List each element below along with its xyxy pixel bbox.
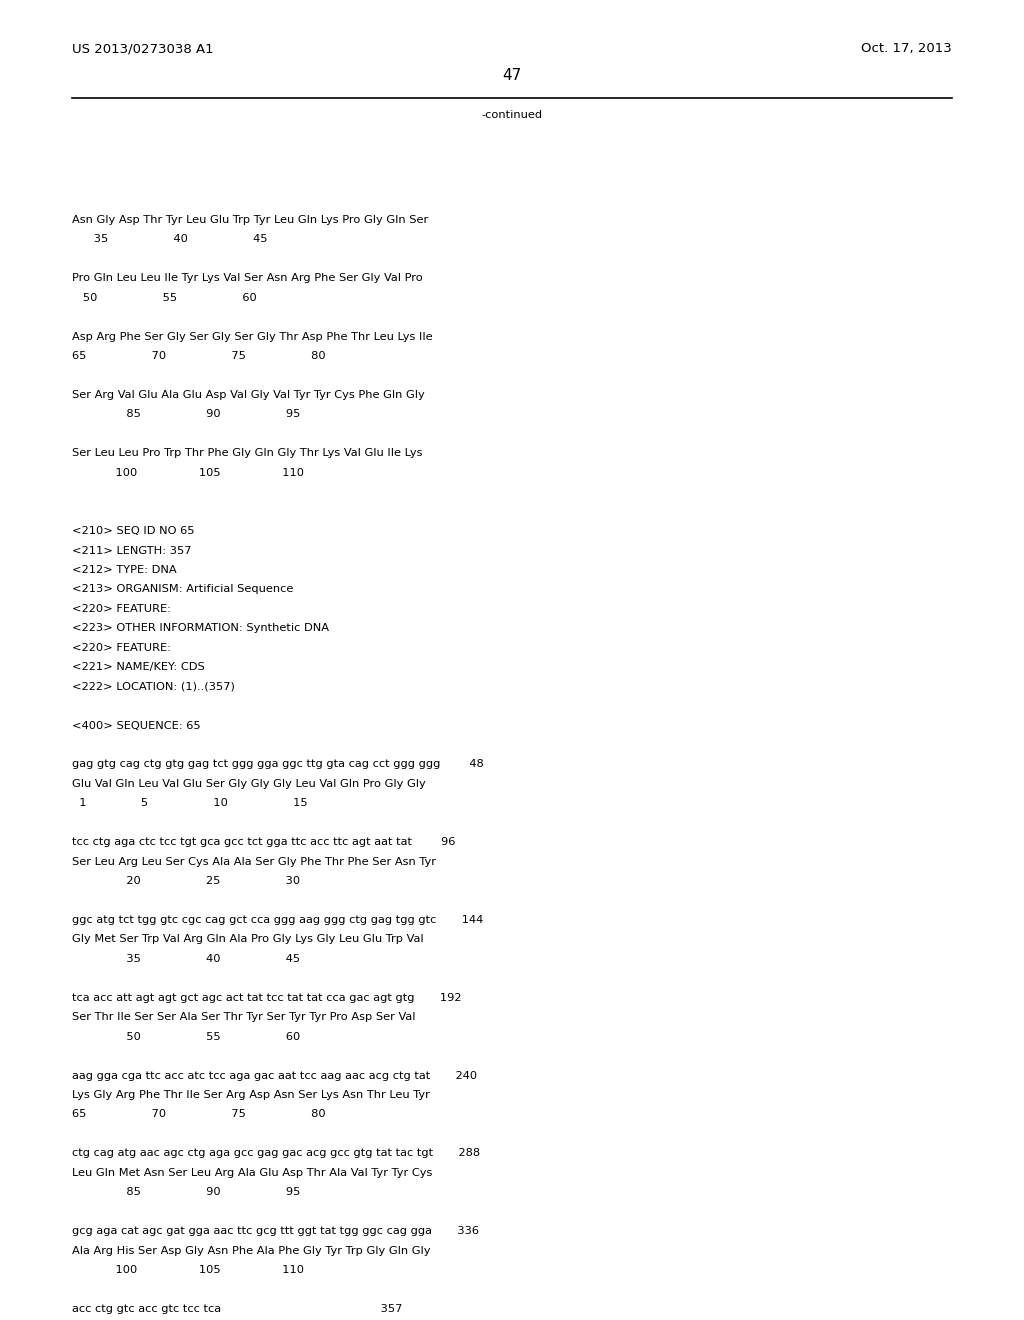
Text: 1               5                  10                  15: 1 5 10 15 xyxy=(72,799,307,808)
Text: 65                  70                  75                  80: 65 70 75 80 xyxy=(72,1109,326,1119)
Text: Asn Gly Asp Thr Tyr Leu Glu Trp Tyr Leu Gln Lys Pro Gly Gln Ser: Asn Gly Asp Thr Tyr Leu Glu Trp Tyr Leu … xyxy=(72,215,428,224)
Text: 35                  40                  45: 35 40 45 xyxy=(72,954,300,964)
Text: <212> TYPE: DNA: <212> TYPE: DNA xyxy=(72,565,176,576)
Text: 20                  25                  30: 20 25 30 xyxy=(72,876,300,886)
Text: aag gga cga ttc acc atc tcc aga gac aat tcc aag aac acg ctg tat       240: aag gga cga ttc acc atc tcc aga gac aat … xyxy=(72,1071,477,1081)
Text: Leu Gln Met Asn Ser Leu Arg Ala Glu Asp Thr Ala Val Tyr Tyr Cys: Leu Gln Met Asn Ser Leu Arg Ala Glu Asp … xyxy=(72,1168,432,1177)
Text: Asp Arg Phe Ser Gly Ser Gly Ser Gly Thr Asp Phe Thr Leu Lys Ile: Asp Arg Phe Ser Gly Ser Gly Ser Gly Thr … xyxy=(72,331,432,342)
Text: US 2013/0273038 A1: US 2013/0273038 A1 xyxy=(72,42,214,55)
Text: Lys Gly Arg Phe Thr Ile Ser Arg Asp Asn Ser Lys Asn Thr Leu Tyr: Lys Gly Arg Phe Thr Ile Ser Arg Asp Asn … xyxy=(72,1090,430,1100)
Text: Oct. 17, 2013: Oct. 17, 2013 xyxy=(861,42,952,55)
Text: ctg cag atg aac agc ctg aga gcc gag gac acg gcc gtg tat tac tgt       288: ctg cag atg aac agc ctg aga gcc gag gac … xyxy=(72,1148,480,1159)
Text: 100                 105                 110: 100 105 110 xyxy=(72,1265,304,1275)
Text: tcc ctg aga ctc tcc tgt gca gcc tct gga ttc acc ttc agt aat tat        96: tcc ctg aga ctc tcc tgt gca gcc tct gga … xyxy=(72,837,456,847)
Text: Ser Thr Ile Ser Ser Ala Ser Thr Tyr Ser Tyr Tyr Pro Asp Ser Val: Ser Thr Ile Ser Ser Ala Ser Thr Tyr Ser … xyxy=(72,1012,416,1022)
Text: Ser Leu Arg Leu Ser Cys Ala Ala Ser Gly Phe Thr Phe Ser Asn Tyr: Ser Leu Arg Leu Ser Cys Ala Ala Ser Gly … xyxy=(72,857,436,867)
Text: <210> SEQ ID NO 65: <210> SEQ ID NO 65 xyxy=(72,527,195,536)
Text: Glu Val Gln Leu Val Glu Ser Gly Gly Gly Leu Val Gln Pro Gly Gly: Glu Val Gln Leu Val Glu Ser Gly Gly Gly … xyxy=(72,779,426,789)
Text: 85                  90                  95: 85 90 95 xyxy=(72,1187,300,1197)
Text: Pro Gln Leu Leu Ile Tyr Lys Val Ser Asn Arg Phe Ser Gly Val Pro: Pro Gln Leu Leu Ile Tyr Lys Val Ser Asn … xyxy=(72,273,423,284)
Text: <221> NAME/KEY: CDS: <221> NAME/KEY: CDS xyxy=(72,663,205,672)
Text: 100                 105                 110: 100 105 110 xyxy=(72,467,304,478)
Text: 50                  55                  60: 50 55 60 xyxy=(72,293,257,302)
Text: Ser Arg Val Glu Ala Glu Asp Val Gly Val Tyr Tyr Cys Phe Gln Gly: Ser Arg Val Glu Ala Glu Asp Val Gly Val … xyxy=(72,389,425,400)
Text: ggc atg tct tgg gtc cgc cag gct cca ggg aag ggg ctg gag tgg gtc       144: ggc atg tct tgg gtc cgc cag gct cca ggg … xyxy=(72,915,483,925)
Text: 47: 47 xyxy=(503,69,521,83)
Text: Ala Arg His Ser Asp Gly Asn Phe Ala Phe Gly Tyr Trp Gly Gln Gly: Ala Arg His Ser Asp Gly Asn Phe Ala Phe … xyxy=(72,1246,430,1255)
Text: -continued: -continued xyxy=(481,110,543,120)
Text: <223> OTHER INFORMATION: Synthetic DNA: <223> OTHER INFORMATION: Synthetic DNA xyxy=(72,623,329,634)
Text: 35                  40                  45: 35 40 45 xyxy=(72,235,267,244)
Text: <400> SEQUENCE: 65: <400> SEQUENCE: 65 xyxy=(72,721,201,730)
Text: Gly Met Ser Trp Val Arg Gln Ala Pro Gly Lys Gly Leu Glu Trp Val: Gly Met Ser Trp Val Arg Gln Ala Pro Gly … xyxy=(72,935,424,944)
Text: Ser Leu Leu Pro Trp Thr Phe Gly Gln Gly Thr Lys Val Glu Ile Lys: Ser Leu Leu Pro Trp Thr Phe Gly Gln Gly … xyxy=(72,449,423,458)
Text: 50                  55                  60: 50 55 60 xyxy=(72,1032,300,1041)
Text: tca acc att agt agt gct agc act tat tcc tat tat cca gac agt gtg       192: tca acc att agt agt gct agc act tat tcc … xyxy=(72,993,462,1003)
Text: <213> ORGANISM: Artificial Sequence: <213> ORGANISM: Artificial Sequence xyxy=(72,585,293,594)
Text: 85                  90                  95: 85 90 95 xyxy=(72,409,300,420)
Text: <220> FEATURE:: <220> FEATURE: xyxy=(72,643,171,653)
Text: 65                  70                  75                  80: 65 70 75 80 xyxy=(72,351,326,362)
Text: gag gtg cag ctg gtg gag tct ggg gga ggc ttg gta cag cct ggg ggg        48: gag gtg cag ctg gtg gag tct ggg gga ggc … xyxy=(72,759,483,770)
Text: acc ctg gtc acc gtc tcc tca                                            357: acc ctg gtc acc gtc tcc tca 357 xyxy=(72,1304,402,1313)
Text: gcg aga cat agc gat gga aac ttc gcg ttt ggt tat tgg ggc cag gga       336: gcg aga cat agc gat gga aac ttc gcg ttt … xyxy=(72,1226,479,1236)
Text: <211> LENGTH: 357: <211> LENGTH: 357 xyxy=(72,545,191,556)
Text: <220> FEATURE:: <220> FEATURE: xyxy=(72,603,171,614)
Text: <222> LOCATION: (1)..(357): <222> LOCATION: (1)..(357) xyxy=(72,681,234,692)
